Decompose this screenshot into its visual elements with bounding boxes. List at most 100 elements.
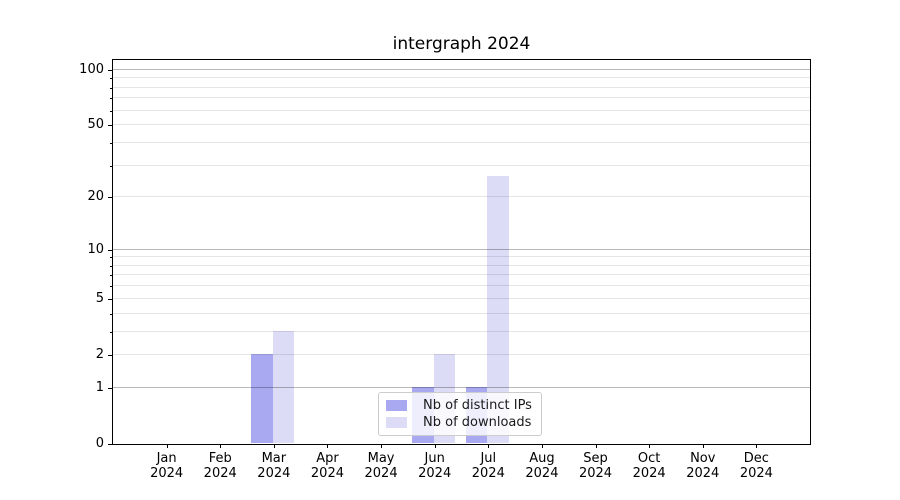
legend: Nb of distinct IPs Nb of downloads xyxy=(378,392,542,436)
y-tick xyxy=(108,298,112,300)
x-tick-label-year: 2024 xyxy=(578,466,613,481)
y-minor-tick xyxy=(110,142,112,144)
y-tick-label: 1 xyxy=(95,379,104,395)
y-minor-tick xyxy=(110,165,112,167)
x-tick-label-year: 2024 xyxy=(150,466,184,481)
legend-swatch-downloads xyxy=(386,417,407,428)
grid-minor-line xyxy=(113,97,810,99)
y-minor-tick xyxy=(110,286,112,288)
x-tick-label: Oct 2024 xyxy=(621,451,677,481)
plot-area: Nb of distinct IPs Nb of downloads xyxy=(112,59,811,445)
y-minor-tick xyxy=(110,331,112,333)
x-tick xyxy=(488,444,490,448)
x-tick-label-year: 2024 xyxy=(364,466,398,481)
y-minor-tick xyxy=(110,110,112,112)
bar-mar-s1 xyxy=(272,330,295,443)
grid-minor-line xyxy=(113,312,810,314)
x-tick xyxy=(166,444,168,448)
y-minor-tick xyxy=(110,257,112,259)
x-tick-label-month: Oct xyxy=(637,451,661,466)
x-tick-label-year: 2024 xyxy=(418,466,452,481)
x-tick-label-year: 2024 xyxy=(471,466,505,481)
y-tick-label: 5 xyxy=(95,290,104,306)
x-tick xyxy=(273,444,275,448)
x-tick xyxy=(649,444,651,448)
bar-mar-s0 xyxy=(251,353,273,443)
legend-label-distinct-ips: Nb of distinct IPs xyxy=(423,398,532,413)
grid-minor-line xyxy=(113,124,810,126)
y-tick xyxy=(108,197,112,199)
grid-minor-line xyxy=(113,141,810,143)
y-tick-label: 20 xyxy=(87,189,104,205)
bar-jul-s1 xyxy=(487,175,509,443)
grid-minor-line xyxy=(113,164,810,166)
legend-swatch-distinct-ips xyxy=(386,400,407,411)
x-tick-label: Sep 2024 xyxy=(568,451,624,481)
grid-major-line xyxy=(113,248,810,250)
y-tick xyxy=(108,69,112,71)
x-tick xyxy=(702,444,704,448)
x-tick-label: Feb 2024 xyxy=(192,451,248,481)
y-tick-label: 10 xyxy=(87,241,104,257)
x-tick-label: Jul 2024 xyxy=(460,451,516,481)
y-minor-tick xyxy=(110,98,112,100)
x-tick xyxy=(756,444,758,448)
x-tick xyxy=(595,444,597,448)
y-tick-label: 50 xyxy=(87,117,104,133)
x-tick-label-month: May xyxy=(367,451,395,466)
grid-major-line xyxy=(113,68,810,70)
x-tick-label-month: Apr xyxy=(316,451,339,466)
grid-minor-line xyxy=(113,86,810,88)
y-minor-tick xyxy=(110,313,112,315)
grid-minor-line xyxy=(113,330,810,332)
y-tick xyxy=(108,125,112,127)
y-tick xyxy=(108,444,112,445)
x-tick xyxy=(541,444,543,448)
y-minor-tick xyxy=(110,265,112,267)
grid-minor-line xyxy=(113,196,810,198)
x-tick-label-month: Dec xyxy=(743,451,769,466)
y-minor-tick xyxy=(110,78,112,80)
x-tick-label-month: Jul xyxy=(480,451,497,466)
x-tick-label: Mar 2024 xyxy=(246,451,302,481)
grid-minor-line xyxy=(113,264,810,266)
legend-item-downloads: Nb of downloads xyxy=(386,414,532,431)
x-tick xyxy=(327,444,329,448)
x-tick-label: May 2024 xyxy=(353,451,409,481)
grid-minor-line xyxy=(113,77,810,79)
y-tick xyxy=(108,249,112,251)
x-tick-label-month: Aug xyxy=(529,451,555,466)
x-tick-label: Nov 2024 xyxy=(675,451,731,481)
grid-minor-line xyxy=(113,274,810,276)
x-tick-label-year: 2024 xyxy=(310,466,344,481)
x-tick-label: Apr 2024 xyxy=(299,451,355,481)
grid-major-line xyxy=(113,386,810,388)
grid-minor-line xyxy=(113,297,810,299)
grid-minor-line xyxy=(113,353,810,355)
x-tick xyxy=(220,444,222,448)
y-minor-tick xyxy=(110,87,112,89)
chart-title: intergraph 2024 xyxy=(392,34,531,54)
x-tick-label: Aug 2024 xyxy=(514,451,570,481)
x-tick-label-month: Sep xyxy=(583,451,608,466)
x-tick-label: Jan 2024 xyxy=(139,451,195,481)
x-tick-label-month: Feb xyxy=(208,451,232,466)
x-tick-label-month: Jan xyxy=(156,451,177,466)
grid-minor-line xyxy=(113,109,810,111)
gridlines-layer xyxy=(113,60,810,444)
x-tick-label-month: Mar xyxy=(261,451,287,466)
y-tick xyxy=(108,387,112,389)
x-tick xyxy=(434,444,436,448)
x-tick-label-year: 2024 xyxy=(525,466,559,481)
legend-label-downloads: Nb of downloads xyxy=(423,415,532,430)
x-tick-label-year: 2024 xyxy=(203,466,237,481)
x-tick-label-year: 2024 xyxy=(686,466,720,481)
x-tick-label: Jun 2024 xyxy=(407,451,463,481)
y-tick-label: 100 xyxy=(79,61,104,77)
y-minor-tick xyxy=(110,275,112,277)
grid-minor-line xyxy=(113,285,810,287)
x-tick-label-year: 2024 xyxy=(739,466,773,481)
x-tick-label-month: Jun xyxy=(424,451,445,466)
legend-item-distinct-ips: Nb of distinct IPs xyxy=(386,397,532,414)
